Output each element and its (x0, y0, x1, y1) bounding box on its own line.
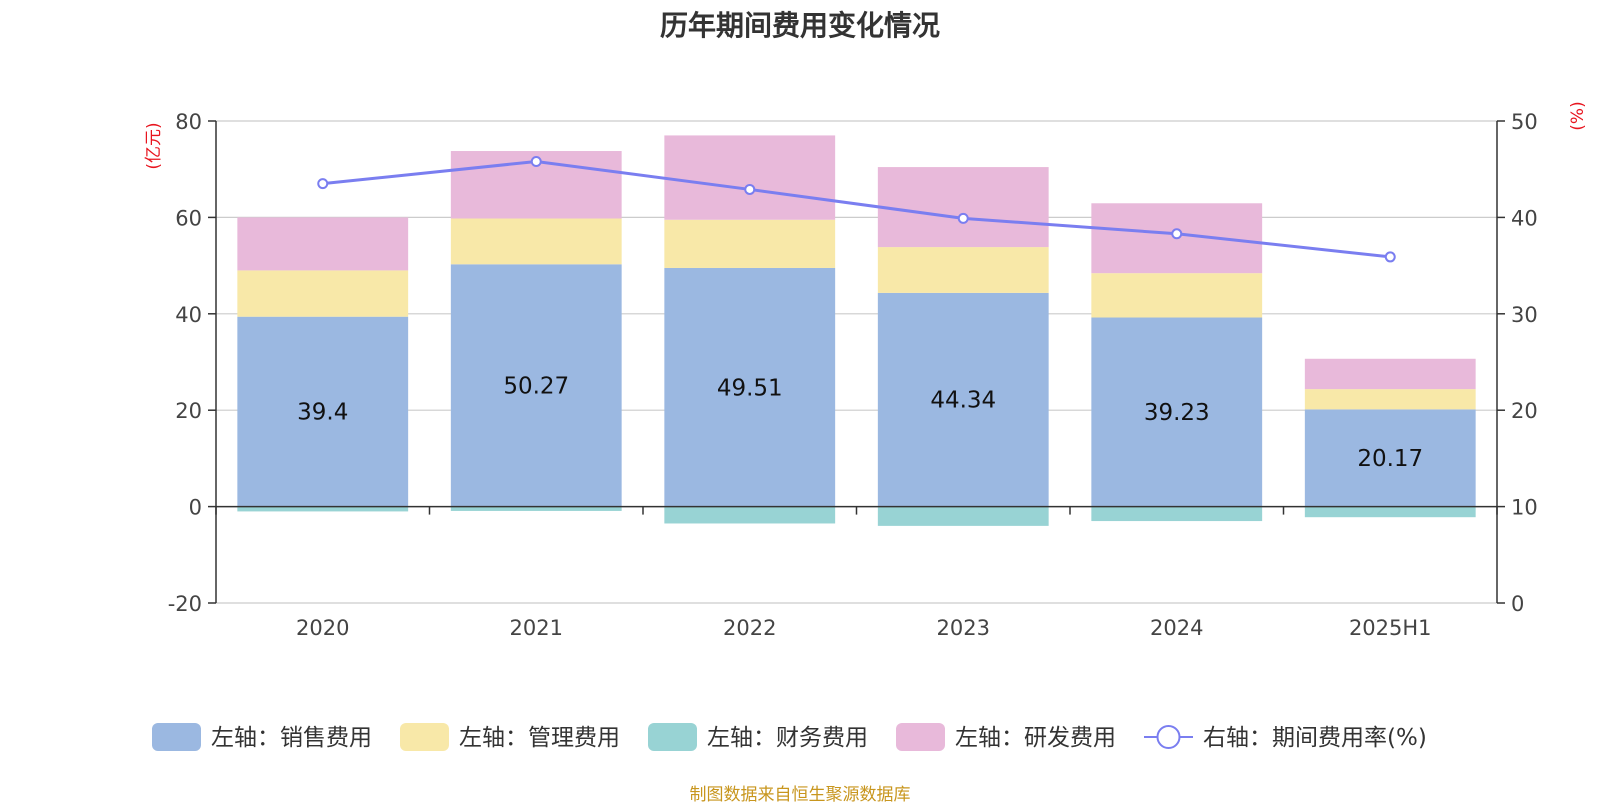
bar-value-label: 39.4 (297, 400, 348, 426)
line-point (1171, 228, 1183, 240)
bar-2024-左轴：销售费用 (1091, 317, 1263, 507)
bar-2024-左轴：财务费用 (1091, 506, 1263, 522)
x-axis-tick-label: 2022 (723, 616, 776, 640)
bar-2023-左轴：财务费用 (877, 506, 1049, 526)
bar-2022-左轴：研发费用 (664, 135, 836, 220)
legend-swatch (152, 723, 201, 751)
bar-value-label: 49.51 (717, 375, 783, 401)
bar-2020-左轴：研发费用 (237, 217, 409, 271)
left-axis-tick-label: 20 (175, 399, 202, 423)
right-axis-tick-label: 40 (1511, 206, 1538, 230)
bar-2025H1-左轴：研发费用 (1304, 358, 1476, 390)
legend-label: 左轴：管理费用 (459, 725, 620, 751)
bar-2025H1-左轴：财务费用 (1304, 506, 1476, 518)
legend-label: 右轴：期间费用率(%) (1203, 725, 1427, 751)
bar-value-label: 20.17 (1357, 446, 1423, 472)
bar-2023-左轴：研发费用 (877, 167, 1049, 248)
left-axis-tick-label: 60 (175, 206, 202, 230)
legend-swatch (896, 723, 945, 751)
bar-2020-左轴：管理费用 (237, 270, 409, 317)
x-axis-tick-label: 2021 (510, 616, 563, 640)
x-axis-tick-label: 2025H1 (1349, 616, 1432, 640)
bar-value-label: 50.27 (503, 373, 569, 399)
line-point (744, 183, 756, 195)
bar-2022-左轴：销售费用 (664, 267, 836, 507)
right-axis-tick-label: 30 (1511, 303, 1538, 327)
right-axis-tick-label: 20 (1511, 399, 1538, 423)
bar-2020-左轴：财务费用 (237, 506, 409, 512)
left-axis-unit: (亿元) (144, 122, 164, 169)
bar-2023-左轴：管理费用 (877, 247, 1049, 293)
x-axis-tick-label: 2020 (296, 616, 349, 640)
left-axis-tick-label: 40 (175, 303, 202, 327)
legend-marker (1156, 725, 1181, 749)
left-axis-tick-label: -20 (168, 592, 202, 616)
bar-2021-左轴：管理费用 (450, 218, 622, 265)
line-point (957, 212, 969, 224)
bar-2020-左轴：销售费用 (237, 316, 409, 507)
line-point (1384, 251, 1396, 263)
legend-swatch (400, 723, 449, 751)
bar-2022-左轴：管理费用 (664, 219, 836, 268)
legend-label: 左轴：财务费用 (707, 725, 868, 751)
bar-2025H1-左轴：管理费用 (1304, 389, 1476, 410)
line-point (530, 155, 542, 167)
data-source-note: 制图数据来自恒生聚源数据库 (689, 785, 911, 805)
bar-2021-左轴：销售费用 (450, 264, 622, 507)
chart-title: 历年期间费用变化情况 (659, 9, 940, 42)
bar-value-label: 44.34 (930, 388, 996, 414)
bar-2021-左轴：财务费用 (450, 506, 622, 511)
right-axis-unit: (%) (1568, 101, 1588, 130)
right-axis-tick-label: 10 (1511, 496, 1538, 520)
bar-2023-左轴：销售费用 (877, 292, 1049, 507)
x-axis-tick-label: 2023 (937, 616, 990, 640)
left-axis-tick-label: 0 (189, 496, 202, 520)
line-point (317, 178, 329, 190)
line-series-path (322, 159, 1391, 259)
bar-2022-左轴：财务费用 (664, 506, 836, 524)
right-axis-tick-label: 50 (1511, 110, 1538, 134)
left-axis-tick-label: 80 (175, 110, 202, 134)
legend-label: 左轴：销售费用 (211, 725, 372, 751)
x-axis-tick-label: 2024 (1150, 616, 1203, 640)
bar-2024-左轴：管理费用 (1091, 273, 1263, 318)
legend-label: 左轴：研发费用 (955, 725, 1116, 751)
legend-swatch (648, 723, 697, 751)
bar-value-label: 39.23 (1144, 400, 1210, 426)
right-axis-tick-label: 0 (1511, 592, 1524, 616)
bar-2025H1-左轴：销售费用 (1304, 409, 1476, 507)
